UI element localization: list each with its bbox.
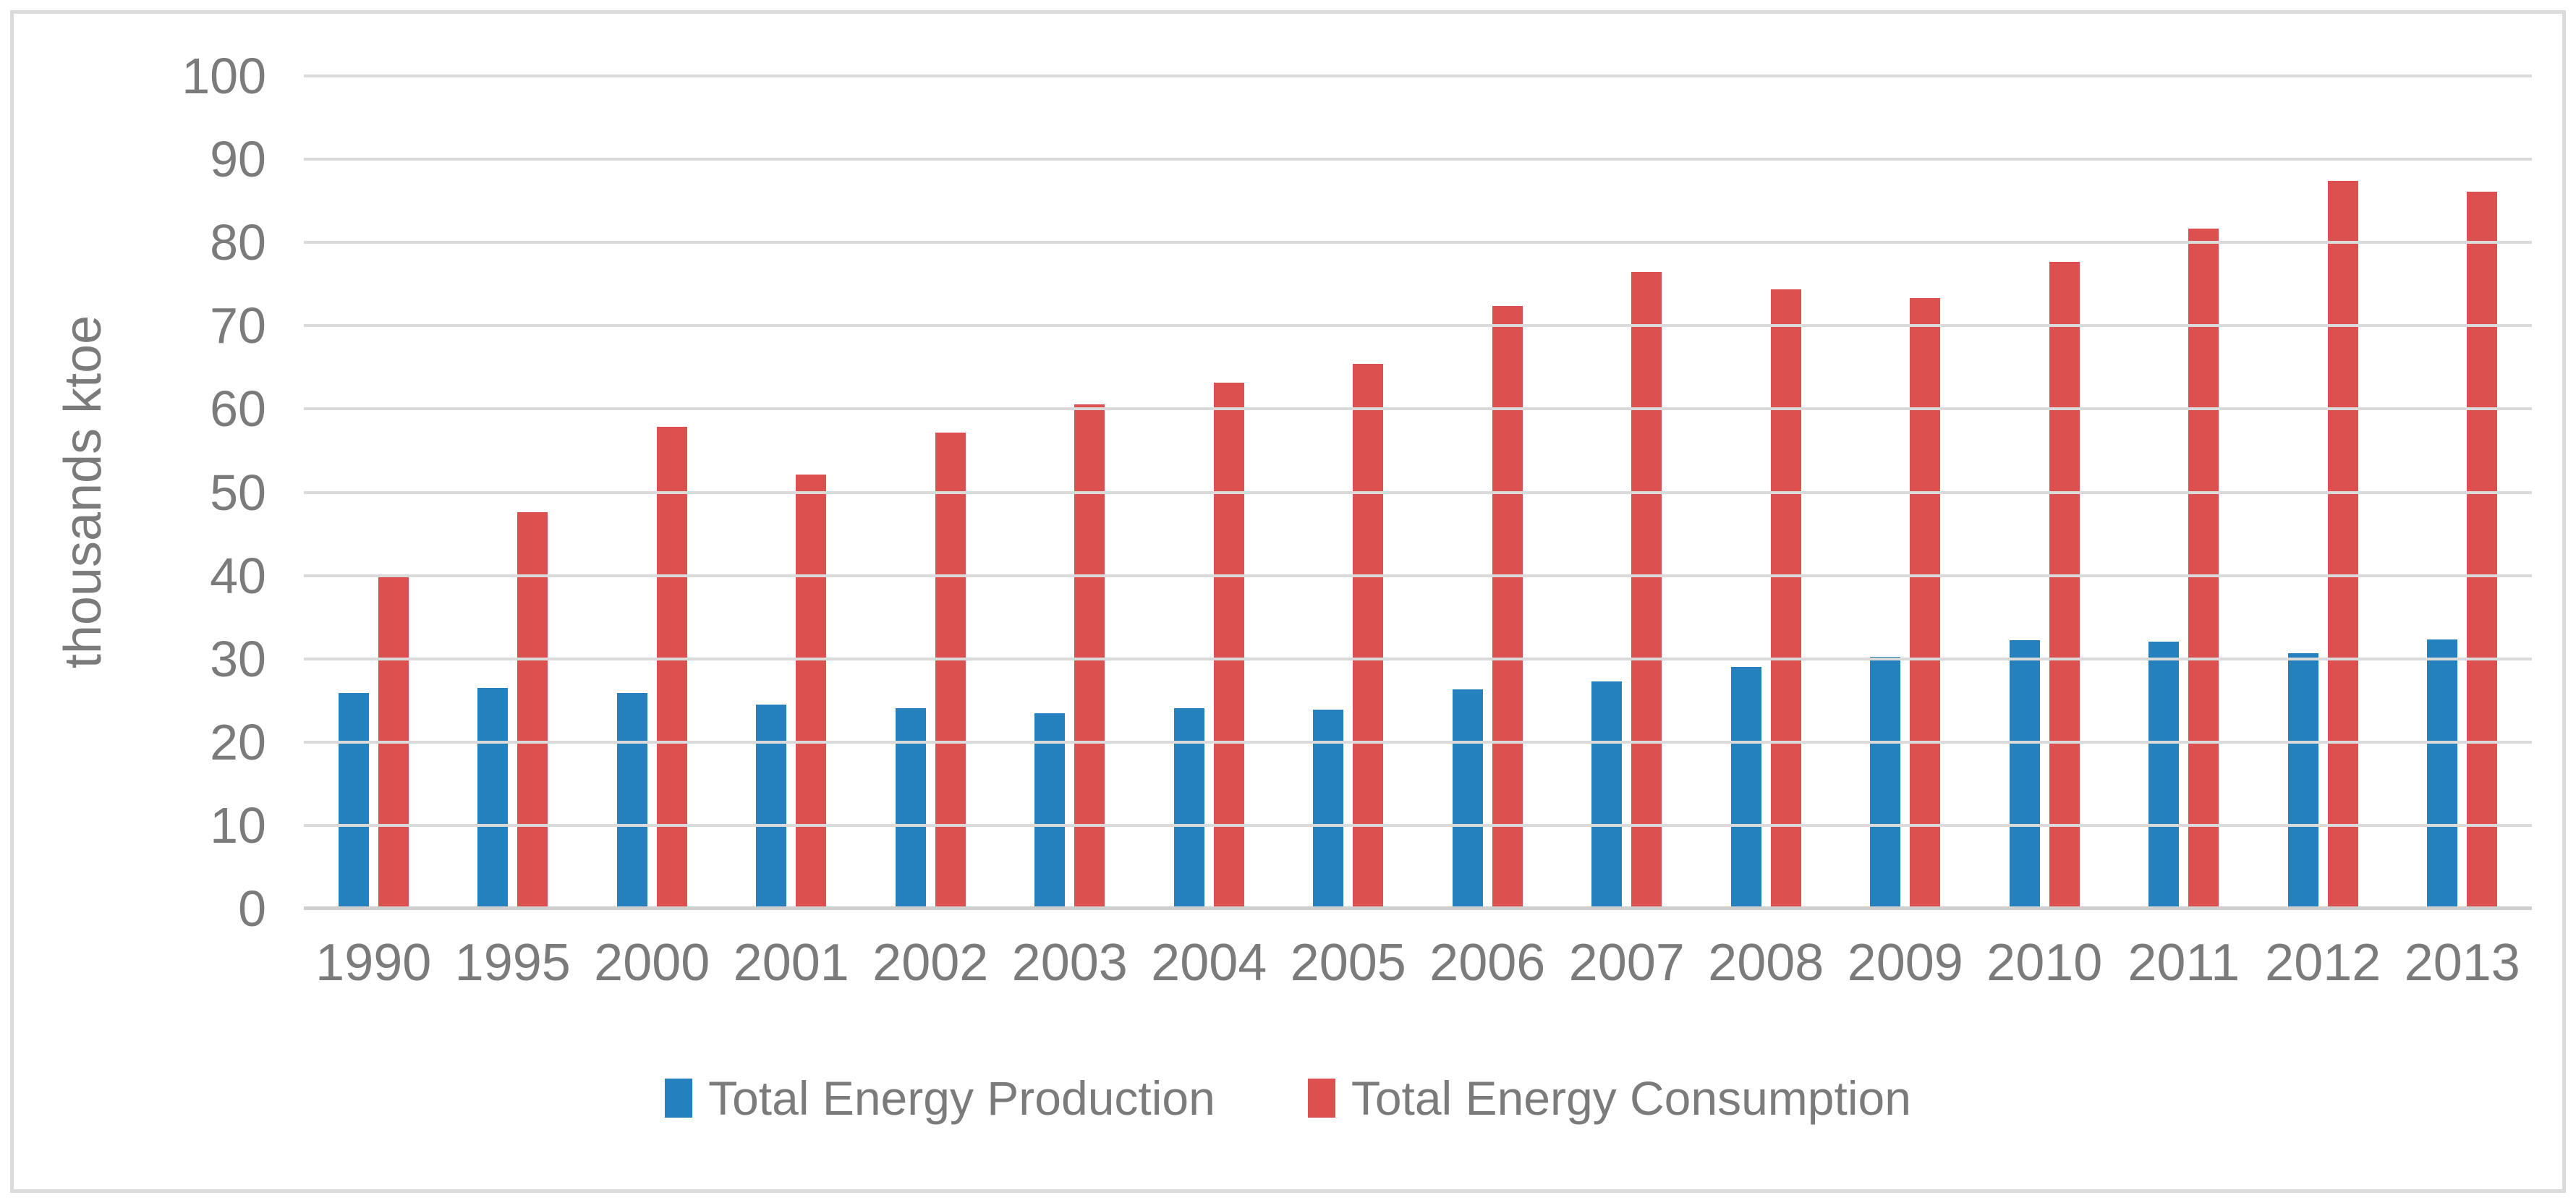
y-tick-label: 80 — [210, 214, 266, 271]
x-tick-label-2007: 2007 — [1568, 934, 1685, 992]
bar-total-energy-consumption-2000 — [656, 426, 687, 909]
bar-groups — [304, 76, 2532, 909]
bar-total-energy-production-2013 — [2427, 639, 2458, 909]
bar-total-energy-consumption-2002 — [935, 432, 966, 909]
x-tick-label-2010: 2010 — [1986, 934, 2103, 992]
legend-swatch-production-icon — [665, 1079, 693, 1118]
y-tick-label: 50 — [210, 464, 266, 521]
gridline — [304, 574, 2532, 577]
bar-total-energy-production-2002 — [895, 707, 926, 909]
bar-total-energy-production-2000 — [616, 692, 647, 909]
bar-group-1995 — [443, 76, 583, 909]
bar-total-energy-consumption-2011 — [2188, 228, 2219, 909]
legend-label-consumption: Total Energy Consumption — [1351, 1071, 1911, 1125]
gridline — [304, 241, 2532, 245]
x-axis-tick-labels: 1990 1995 2000 2001 2002 2003 2004 2005 2006 2007… — [304, 933, 2532, 992]
y-axis-title: thousands ktoe — [54, 315, 112, 669]
y-tick-label: 40 — [210, 547, 266, 604]
bar-total-energy-consumption-2003 — [1074, 404, 1105, 909]
legend-swatch-consumption-icon — [1307, 1079, 1335, 1118]
y-tick-label: 70 — [210, 297, 266, 354]
bar-total-energy-production-2006 — [1452, 689, 1483, 909]
bar-total-energy-consumption-2009 — [1910, 298, 1941, 909]
x-tick-label-2000: 2000 — [594, 934, 710, 992]
bar-group-2012 — [2253, 76, 2393, 909]
bar-group-2001 — [722, 76, 862, 909]
y-tick-label: 90 — [210, 131, 266, 188]
gridline — [304, 740, 2532, 744]
x-tick-label-2005: 2005 — [1290, 934, 1406, 992]
bar-total-energy-consumption-2010 — [2049, 261, 2080, 909]
x-tick-label-2001: 2001 — [733, 934, 849, 992]
bar-group-2013 — [2393, 76, 2533, 909]
x-axis-line — [304, 906, 2532, 910]
bar-total-energy-consumption-2004 — [1213, 382, 1244, 909]
bar-total-energy-production-2009 — [1870, 657, 1901, 909]
y-tick-label: 10 — [210, 796, 266, 854]
bar-total-energy-consumption-2005 — [1353, 364, 1384, 909]
bar-total-energy-production-2010 — [2009, 640, 2040, 909]
bar-total-energy-production-2008 — [1730, 667, 1761, 909]
bar-total-energy-production-1995 — [477, 688, 509, 909]
bar-total-energy-production-2005 — [1313, 709, 1344, 909]
bar-total-energy-consumption-2006 — [1492, 305, 1523, 909]
x-tick-label-2003: 2003 — [1011, 934, 1128, 992]
y-tick-label: 60 — [210, 381, 266, 438]
bar-total-energy-consumption-2012 — [2327, 181, 2358, 909]
bar-group-2005 — [1279, 76, 1419, 909]
y-tick-label: 100 — [182, 48, 266, 104]
bar-group-2008 — [1696, 76, 1836, 909]
x-tick-label-2002: 2002 — [872, 934, 989, 992]
bar-total-energy-production-1990 — [338, 692, 369, 909]
plot-area — [304, 75, 2532, 910]
bar-group-2010 — [1975, 76, 2114, 909]
x-tick-label-2012: 2012 — [2265, 934, 2381, 992]
bar-total-energy-production-2011 — [2148, 641, 2180, 909]
bar-total-energy-production-2004 — [1173, 707, 1204, 909]
bar-group-2006 — [1418, 76, 1557, 909]
y-tick-label: 0 — [238, 880, 266, 937]
bar-total-energy-consumption-2008 — [1770, 289, 1801, 909]
x-tick-label-1990: 1990 — [315, 934, 432, 992]
x-tick-label-2011: 2011 — [2127, 934, 2240, 992]
legend-label-production: Total Energy Production — [708, 1071, 1215, 1125]
gridline — [304, 407, 2532, 411]
y-axis-tick-labels: 0 10 20 30 40 50 60 70 80 90 100 — [130, 48, 266, 937]
y-tick-label: 20 — [210, 713, 266, 770]
bar-total-energy-consumption-2013 — [2467, 192, 2498, 909]
x-tick-label-2008: 2008 — [1708, 934, 1824, 992]
legend: Total Energy Production Total Energy Con… — [0, 1062, 2576, 1134]
bar-total-energy-production-2007 — [1591, 681, 1623, 909]
x-tick-label-2004: 2004 — [1151, 934, 1267, 992]
bar-group-2000 — [582, 76, 722, 909]
gridline — [304, 158, 2532, 161]
y-tick-label: 30 — [210, 630, 266, 687]
bar-total-energy-production-2012 — [2287, 652, 2318, 909]
x-tick-label-2013: 2013 — [2404, 934, 2520, 992]
bar-group-2009 — [1836, 76, 1976, 909]
gridline — [304, 823, 2532, 827]
bar-total-energy-production-2003 — [1034, 713, 1066, 909]
gridline — [304, 324, 2532, 328]
bar-group-2007 — [1557, 76, 1697, 909]
gridline — [304, 490, 2532, 494]
legend-item-consumption: Total Energy Consumption — [1307, 1071, 1911, 1126]
legend-item-production: Total Energy Production — [665, 1071, 1215, 1126]
x-tick-label-2006: 2006 — [1429, 934, 1546, 992]
bar-total-energy-consumption-1995 — [517, 512, 548, 909]
bar-group-2011 — [2114, 76, 2254, 909]
x-tick-label-1995: 1995 — [454, 934, 571, 992]
x-tick-label-2009: 2009 — [1847, 934, 1963, 992]
bar-total-energy-consumption-2001 — [796, 475, 827, 909]
bar-total-energy-production-2001 — [756, 705, 787, 909]
bar-group-1990 — [304, 76, 443, 909]
gridline — [304, 75, 2532, 77]
gridline — [304, 657, 2532, 660]
bar-total-energy-consumption-2007 — [1631, 271, 1662, 909]
